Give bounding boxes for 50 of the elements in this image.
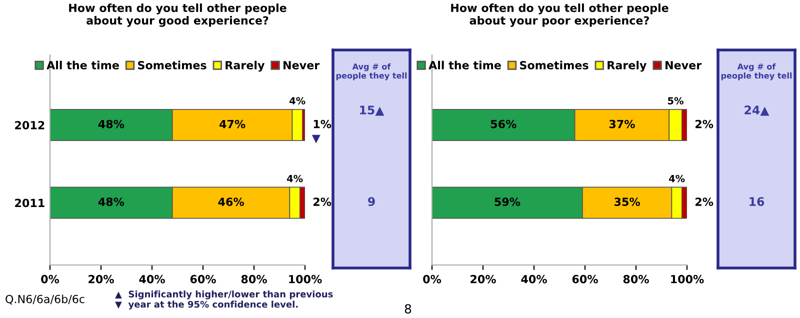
data-label: 46%	[218, 198, 244, 206]
legend-label: Sometimes	[138, 60, 206, 70]
x-tick-label: 0%	[423, 274, 442, 284]
legend-label: Rarely	[608, 60, 647, 72]
y-tick-label: 2012	[15, 120, 44, 130]
data-label: 59%	[494, 198, 520, 206]
data-label: 48%	[98, 120, 124, 128]
chart-title: How often do you tell other people about your poor experience?	[451, 3, 668, 27]
x-tick-label: 40%	[521, 274, 547, 284]
data-label: 4%	[290, 97, 306, 104]
data-label: 5%	[668, 97, 684, 104]
x-tick-label: 60%	[572, 274, 598, 284]
y-tick-label: 2011	[15, 198, 44, 208]
text: Q.N6/6a/6b/6c	[6, 294, 84, 304]
legend-label: All the time	[428, 60, 501, 70]
x-tick-label: 20%	[88, 274, 114, 284]
data-label: 2%	[696, 198, 714, 206]
x-tick-label: 80%	[623, 274, 649, 284]
data-label: 4%	[286, 174, 303, 182]
x-tick-label: 0%	[41, 274, 60, 284]
x-tick-label: 20%	[470, 274, 496, 284]
x-tick-label: 100%	[671, 274, 704, 284]
text: 15▲	[360, 106, 384, 116]
text: Avg # of people they tell	[336, 63, 407, 80]
data-label: 2%	[696, 120, 714, 128]
x-tick-label: 40%	[139, 274, 165, 284]
data-label: 2%	[314, 198, 332, 206]
x-tick-label: 100%	[289, 274, 322, 284]
x-tick-label: 80%	[241, 274, 267, 284]
text: ▲ Significantly higher/lower than previous ▼ year at the 95% confidence level.	[115, 290, 333, 310]
text: 8	[404, 304, 412, 314]
text: 16	[750, 197, 764, 206]
legend-label: Sometimes	[520, 60, 588, 70]
text: Avg # of people they tell	[721, 63, 792, 80]
text: 9	[368, 197, 375, 206]
data-label: 37%	[609, 120, 635, 128]
data-label: 56%	[490, 120, 516, 128]
data-label: 1%	[314, 120, 332, 128]
legend-label: All the time	[46, 60, 119, 70]
annotation: ▼	[312, 134, 320, 144]
data-label: 48%	[98, 198, 124, 206]
data-label: 47%	[220, 120, 246, 128]
x-tick-label: 60%	[190, 274, 216, 284]
text: 24▲	[744, 106, 770, 116]
legend-label: Never	[666, 61, 702, 70]
data-label: 4%	[668, 174, 685, 182]
legend-label: Rarely	[226, 60, 265, 72]
chart-title: How often do you tell other people about your good experience?	[69, 3, 286, 27]
data-label: 35%	[614, 198, 640, 206]
legend-label: Never	[284, 61, 320, 70]
